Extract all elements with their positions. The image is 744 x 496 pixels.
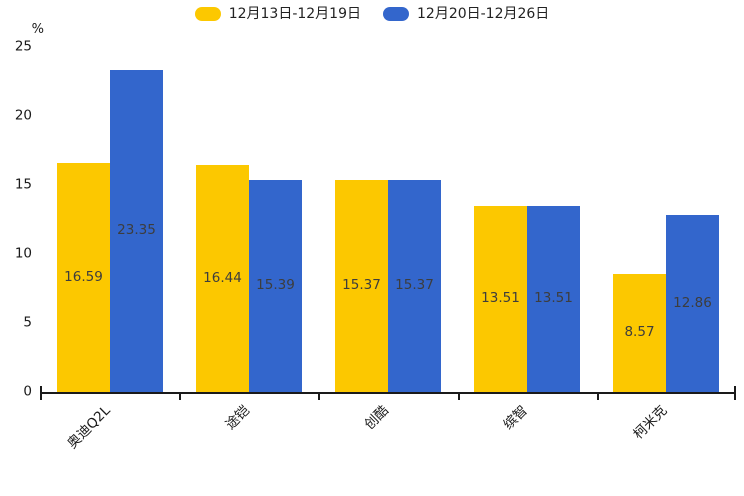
bar-value-label: 13.51 — [481, 290, 520, 307]
bar-value-label: 8.57 — [624, 324, 655, 341]
plot-area: 16.59 23.35 奥迪Q2L 16.44 15.39 途铠 15.37 15.37 创酷 1… — [40, 47, 736, 452]
bar-series1-奥迪Q2L: 16.59 — [57, 163, 110, 392]
x-axis-tick — [318, 394, 320, 400]
bar-series1-创酷: 15.37 — [335, 180, 388, 392]
bar-series2-创酷: 15.37 — [388, 180, 441, 392]
bar-series2-缤智: 13.51 — [527, 206, 580, 392]
y-axis-tick-label: 15 — [14, 176, 32, 193]
legend-item-week2[interactable]: 12月20日-12月26日 — [383, 7, 549, 21]
y-axis-unit-label: % — [31, 22, 44, 37]
bar-value-label: 16.59 — [64, 268, 103, 285]
bar-series1-缤智: 13.51 — [474, 206, 527, 392]
x-axis-category-label: 柯米克 — [629, 402, 670, 443]
bar-value-label: 16.44 — [203, 269, 242, 286]
y-axis-tick-label: 20 — [14, 107, 32, 124]
x-axis-tick — [458, 394, 460, 400]
legend-swatch-week1-icon — [194, 7, 221, 21]
x-axis-line — [40, 392, 736, 394]
x-axis-end-cap — [40, 386, 42, 392]
chart-legend: 12月13日-12月19日 12月20日-12月26日 — [0, 7, 744, 21]
legend-swatch-week2-icon — [383, 7, 409, 21]
bar-value-label: 15.37 — [395, 277, 434, 294]
x-axis-category-label: 缤智 — [500, 402, 531, 433]
bar-series2-奥迪Q2L: 23.35 — [110, 70, 163, 392]
bar-series2-途铠: 15.39 — [249, 180, 302, 392]
legend-label-week1: 12月13日-12月19日 — [228, 6, 361, 22]
legend-item-week1[interactable]: 12月13日-12月19日 — [194, 6, 361, 22]
x-axis-category-label: 创酷 — [361, 402, 392, 433]
x-axis-tick — [40, 394, 42, 400]
x-axis-tick — [179, 394, 181, 400]
bar-value-label: 15.39 — [256, 277, 295, 294]
x-axis-category-label: 奥迪Q2L — [64, 402, 114, 452]
x-axis-end-cap — [734, 386, 736, 392]
bar-value-label: 23.35 — [117, 222, 156, 239]
y-axis-tick-label: 25 — [14, 38, 32, 55]
bar-value-label: 12.86 — [673, 294, 712, 311]
y-axis-tick-label: 10 — [14, 245, 32, 262]
bar-value-label: 13.51 — [534, 290, 573, 307]
y-axis-tick-label: 0 — [23, 383, 32, 400]
x-axis-category-label: 途铠 — [222, 402, 253, 433]
bar-series1-柯米克: 8.57 — [613, 274, 666, 392]
bar-series2-柯米克: 12.86 — [666, 215, 719, 392]
y-axis-tick-label: 5 — [23, 314, 32, 331]
x-axis-tick — [597, 394, 599, 400]
bar-series1-途铠: 16.44 — [196, 165, 249, 392]
bar-value-label: 15.37 — [342, 277, 381, 294]
legend-label-week2: 12月20日-12月26日 — [417, 6, 550, 22]
x-axis-tick — [734, 394, 736, 400]
